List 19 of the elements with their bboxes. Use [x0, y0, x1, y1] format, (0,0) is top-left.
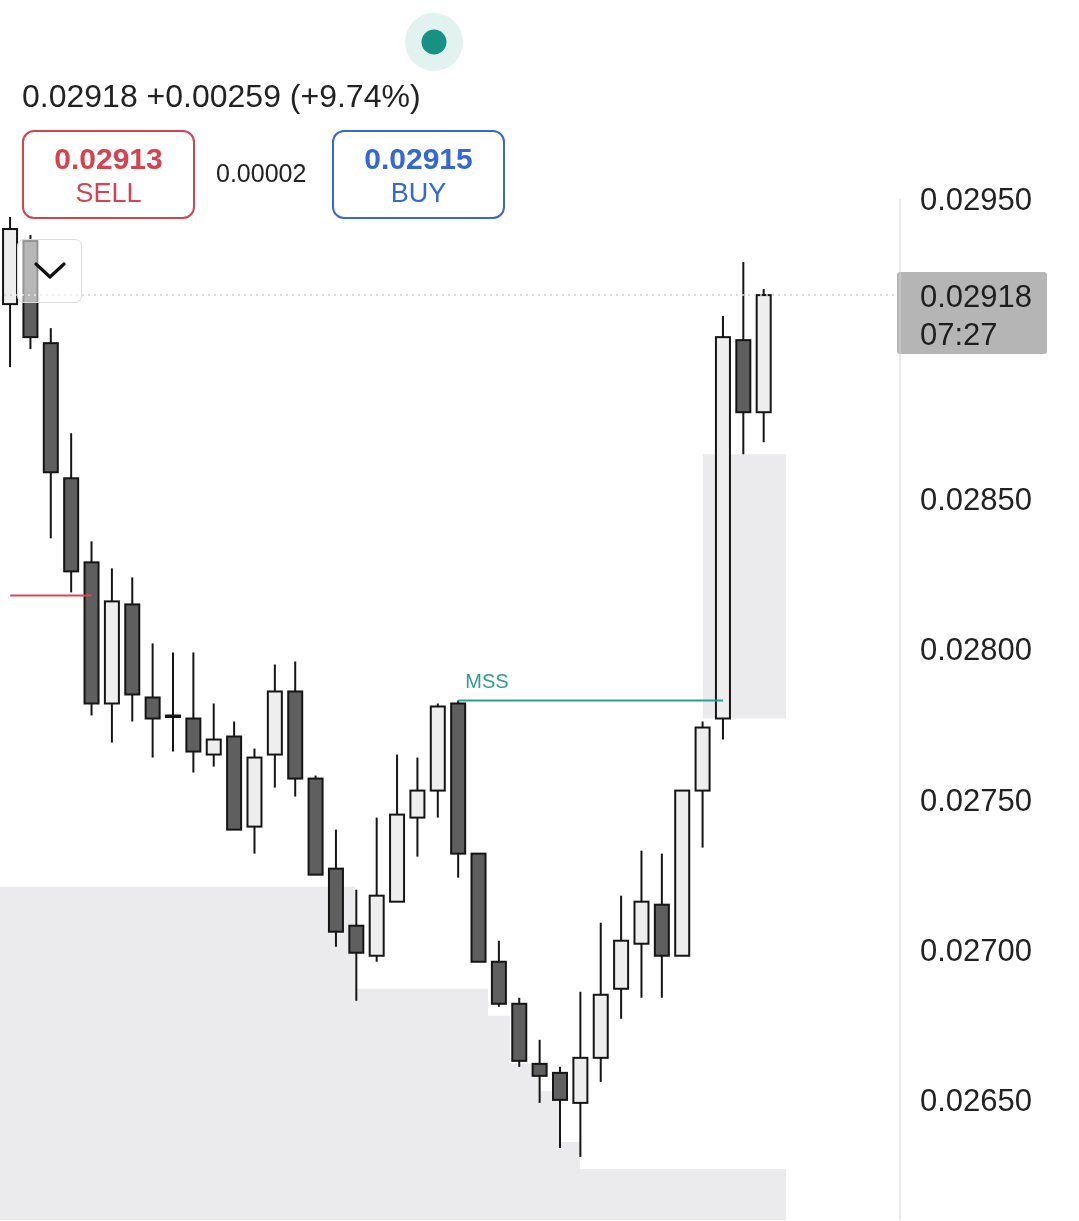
annotation: MSS — [465, 670, 509, 693]
candlestick — [144, 642, 161, 759]
ref-line-label: 0.02918 07:27 — [920, 279, 1033, 353]
candlestick — [165, 651, 181, 753]
y-tick-label: 0.02700 — [920, 932, 1033, 968]
chevron-button[interactable] — [17, 239, 82, 303]
chart-subtitle: 0.02918 +0.00259 (+9.74%) — [22, 77, 421, 116]
annotation: BUY — [390, 176, 447, 209]
y-tick-label: 0.02800 — [920, 632, 1033, 668]
y-tick-label: 0.02850 — [920, 482, 1033, 518]
y-tick-label: 0.02950 — [920, 182, 1033, 218]
buy-button[interactable]: 0.02915 BUY — [332, 130, 505, 219]
candlestick — [205, 702, 222, 768]
y-tick-label: 0.02750 — [920, 782, 1033, 818]
candlestick — [531, 1038, 548, 1104]
text: 0.00002 — [216, 158, 307, 188]
sell-button[interactable]: 0.02913 SELL — [22, 130, 195, 219]
y-tick-label: 0.02650 — [920, 1082, 1033, 1118]
annotation: SELL — [75, 176, 142, 209]
